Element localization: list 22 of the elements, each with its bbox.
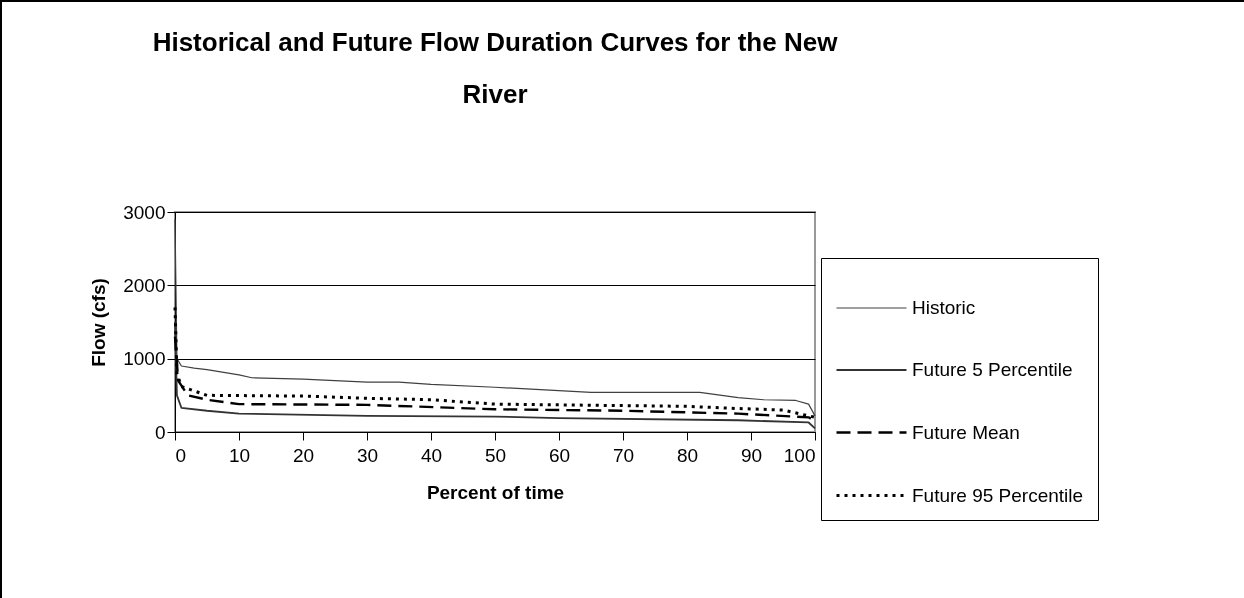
- y-tick-label: 2000: [123, 274, 166, 296]
- x-tick-label: 10: [228, 444, 251, 466]
- x-tick-label: 50: [484, 444, 507, 466]
- legend-label: Future Mean: [912, 421, 1020, 443]
- x-tick-label: 100: [783, 444, 816, 466]
- y-axis-title: Flow (cfs): [88, 278, 110, 367]
- x-tick-label: 90: [740, 444, 763, 466]
- y-tick-label: 0: [154, 421, 166, 443]
- chart-title: Historical and Future Flow Duration Curves for the New River: [152, 27, 839, 109]
- x-tick-label: 0: [175, 444, 187, 466]
- y-tick-label: 3000: [123, 201, 166, 223]
- x-tick-label: 60: [548, 444, 571, 466]
- x-tick-label: 70: [612, 444, 635, 466]
- x-tick-label: 40: [420, 444, 443, 466]
- x-tick-label: 30: [356, 444, 379, 466]
- legend-label: Future 95 Percentile: [912, 484, 1084, 506]
- x-axis-title: Percent of time: [426, 481, 565, 503]
- x-tick-label: 80: [676, 444, 699, 466]
- legend-label: Historic: [912, 297, 976, 318]
- y-tick-label: 1000: [123, 348, 166, 370]
- x-tick-label: 20: [292, 444, 315, 466]
- legend-label: Future 5 Percentile: [912, 359, 1073, 380]
